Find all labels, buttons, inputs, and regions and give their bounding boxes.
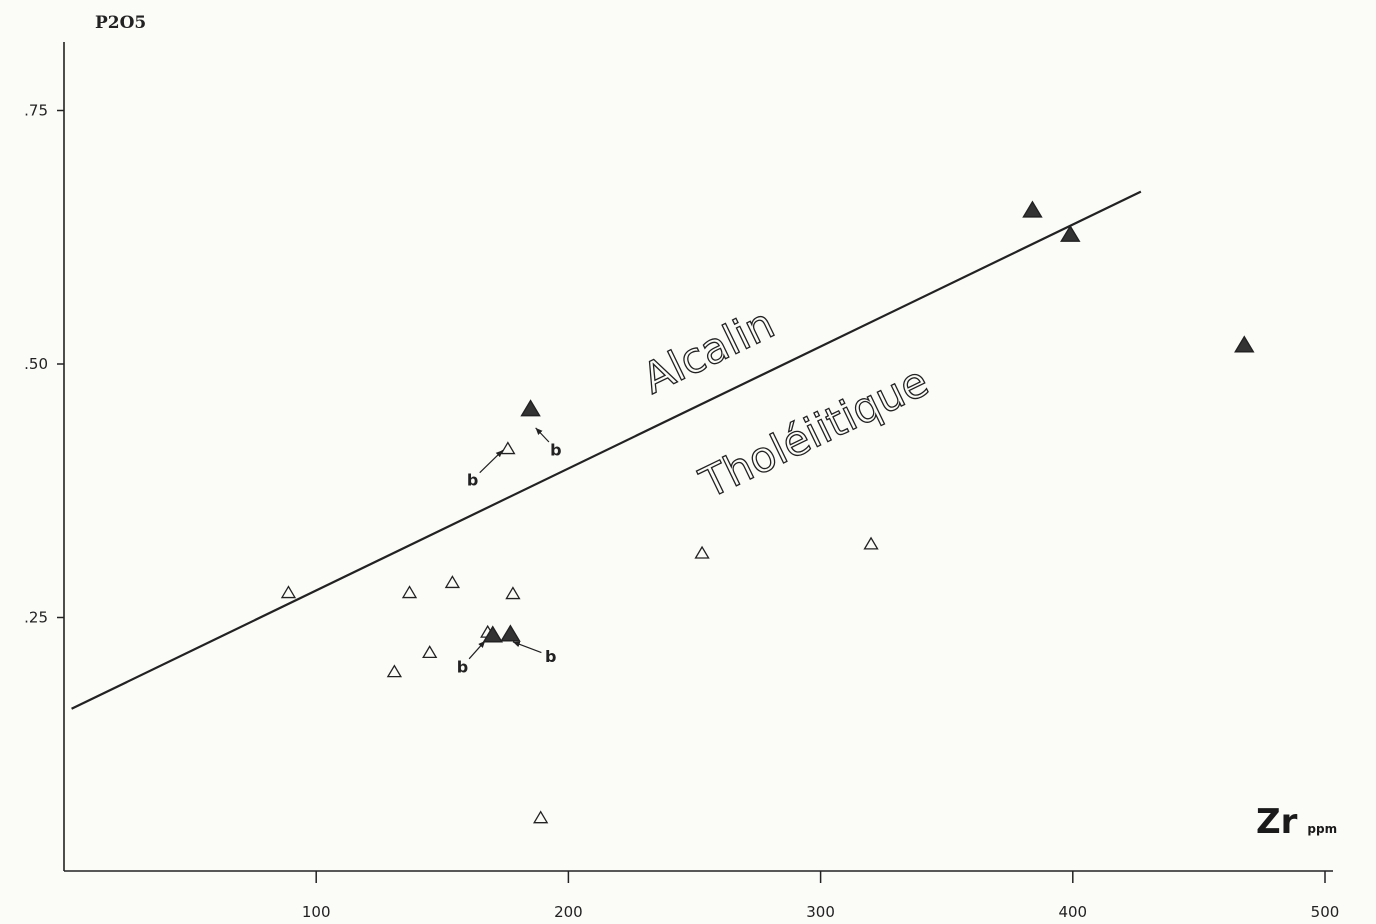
y-tick-label: .75 xyxy=(24,102,48,120)
x-tick-label: 500 xyxy=(1311,903,1340,921)
region-label: Alcalin xyxy=(635,299,782,404)
region-label: Tholéiitique xyxy=(692,356,936,508)
annotation-label: b xyxy=(550,440,561,459)
x-axis-unit: ppm xyxy=(1307,822,1337,836)
x-tick-label: 200 xyxy=(554,903,583,921)
open-triangle-point xyxy=(533,810,549,824)
open-triangle-point xyxy=(280,585,297,599)
axes xyxy=(63,42,1333,872)
x-axis-title: Zr ppm xyxy=(1256,802,1337,842)
annotation-arrow xyxy=(535,427,550,443)
annotation-arrow xyxy=(468,640,486,660)
filled-triangle-point xyxy=(1234,335,1255,353)
open-triangle-point xyxy=(444,575,461,589)
open-triangle-point xyxy=(386,664,403,678)
annotation-arrow xyxy=(512,641,542,654)
open-triangle-point xyxy=(401,585,418,599)
annotation-label: b xyxy=(545,647,556,666)
x-axis-title-main: Zr xyxy=(1256,802,1298,842)
y-tick-label: .50 xyxy=(24,355,48,373)
filled-triangle-point xyxy=(1022,200,1043,218)
data-points xyxy=(280,200,1255,824)
open-triangle-point xyxy=(694,545,710,559)
open-triangle-point xyxy=(505,586,521,600)
open-triangle-point xyxy=(863,536,879,550)
annotation-label: b xyxy=(457,657,468,676)
filled-triangle-point xyxy=(500,624,521,642)
filled-triangle-point xyxy=(1060,224,1081,242)
y-axis-title: P2O5 xyxy=(95,13,146,33)
x-tick-label: 300 xyxy=(806,903,835,921)
annotation-arrow xyxy=(479,449,504,474)
alkaline-tholeiitic-boundary-line xyxy=(71,190,1142,710)
annotation-label: b xyxy=(467,471,478,490)
ticks: 100 200 300 400 500 .25 .50 .75 xyxy=(24,102,1339,922)
y-tick-label: .25 xyxy=(24,609,48,627)
x-tick-label: 100 xyxy=(302,903,331,921)
open-triangle-point xyxy=(500,441,516,455)
filled-triangle-point xyxy=(482,625,503,643)
open-triangle-point xyxy=(422,645,438,659)
x-tick-label: 400 xyxy=(1058,903,1087,921)
filled-triangle-point xyxy=(520,399,541,417)
annotations: b b b b xyxy=(457,427,562,676)
